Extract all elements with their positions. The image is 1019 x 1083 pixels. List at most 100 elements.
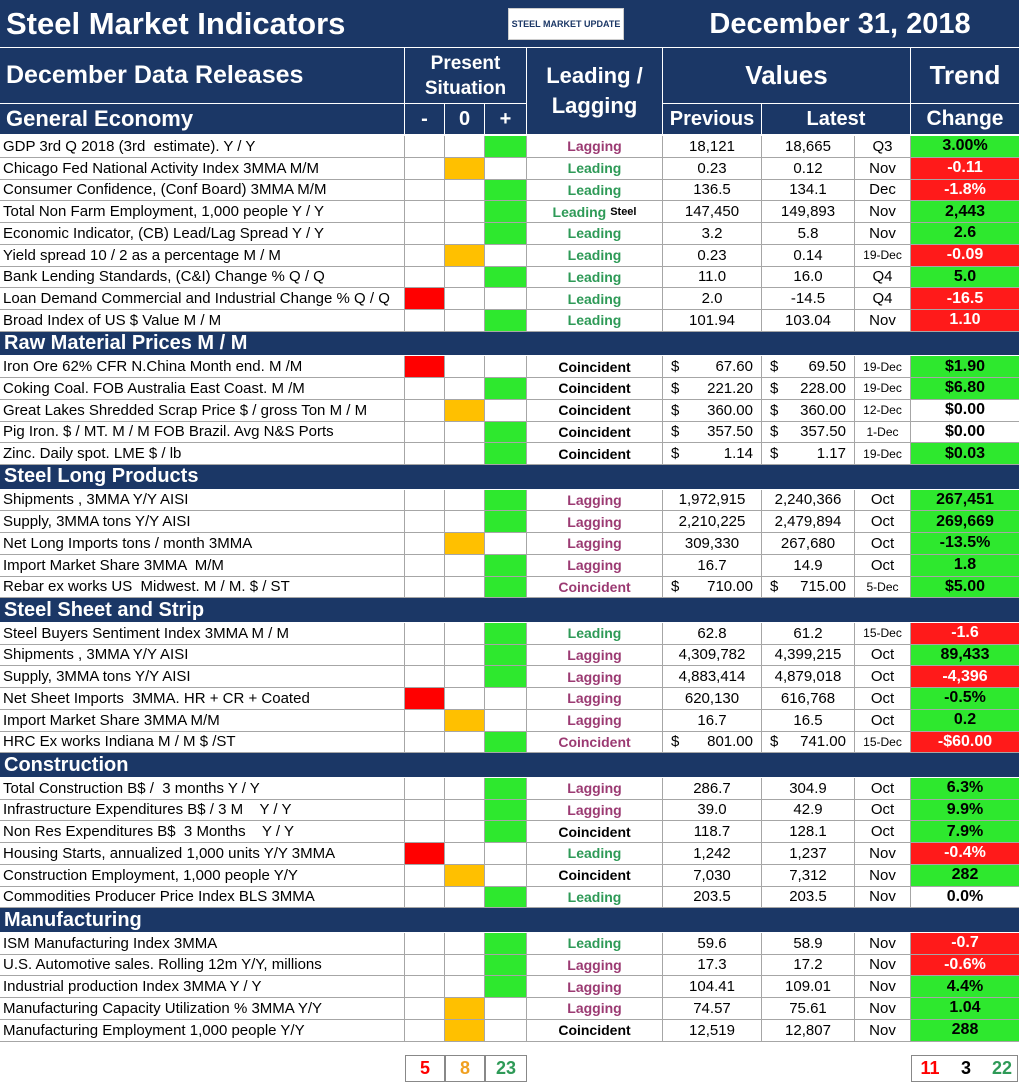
trend-count-box: 11 3 22 [911, 1055, 1018, 1082]
value-latest: 12,807 [762, 1019, 855, 1042]
situation-cell [405, 244, 445, 267]
previous-value: 203.5 [693, 888, 731, 906]
previous-value: 2,210,225 [678, 513, 746, 531]
situation-indicator [485, 443, 527, 465]
value-previous: 18,121 [663, 136, 762, 158]
previous-value: 101.94 [689, 311, 735, 329]
situation-cell [405, 399, 445, 422]
value-latest: 18,665 [762, 136, 855, 158]
latest-value: 134.1 [789, 181, 827, 199]
value-previous: 59.6 [663, 932, 762, 955]
currency-symbol: $ [671, 379, 680, 397]
currency-symbol: $ [671, 733, 680, 751]
section-title: Raw Material Prices M / M [0, 331, 1019, 357]
header-latest: Latest [762, 104, 911, 135]
indicator-name: Manufacturing Employment 1,000 people Y/… [0, 1019, 405, 1042]
type-label: Lagging [567, 780, 622, 797]
previous-value: 801.00 [707, 733, 753, 751]
period: Nov [855, 886, 911, 909]
indicator-name: Construction Employment, 1,000 people Y/… [0, 864, 405, 887]
value-previous: 11.0 [663, 266, 762, 289]
latest-value: 1.17 [816, 445, 846, 463]
section-title: Construction [0, 753, 1019, 778]
period: Oct [855, 821, 911, 843]
change-value: -4,396 [911, 666, 1019, 688]
value-latest: 203.5 [762, 886, 855, 909]
indicator-name: Import Market Share 3MMA M/M [0, 709, 405, 732]
value-latest: 149,893 [762, 201, 855, 223]
type-label: Leading [567, 845, 622, 862]
latest-value: 61.2 [793, 624, 823, 642]
previous-value: 4,309,782 [678, 646, 746, 664]
indicator-name: Housing Starts, annualized 1,000 units Y… [0, 843, 405, 865]
situation-indicator [485, 886, 527, 909]
situation-cell [445, 443, 485, 465]
value-previous: 2,210,225 [663, 511, 762, 533]
header-values: Values [663, 48, 911, 104]
indicator-type: Leading [527, 288, 663, 310]
period: Nov [855, 932, 911, 955]
change-value: 267,451 [911, 489, 1019, 512]
latest-value: 228.00 [800, 379, 846, 397]
type-label: Coincident [558, 380, 631, 397]
previous-value: 360.00 [707, 401, 753, 419]
situation-cell [485, 843, 527, 865]
situation-cell [405, 136, 445, 158]
indicator-name: Shipments , 3MMA Y/Y AISI [0, 644, 405, 667]
situation-cell [445, 954, 485, 977]
period: Oct [855, 511, 911, 533]
value-previous: 4,309,782 [663, 644, 762, 667]
situation-indicator [485, 821, 527, 843]
value-latest: 109.01 [762, 976, 855, 998]
type-label: Coincident [558, 1022, 631, 1039]
indicator-name: U.S. Automotive sales. Rolling 12m Y/Y, … [0, 954, 405, 977]
indicator-type: Coincident [527, 576, 663, 599]
situation-indicator [405, 356, 445, 378]
situation-cell [445, 644, 485, 667]
indicator-type: Leading [527, 223, 663, 245]
period: Oct [855, 777, 911, 800]
change-value: 4.4% [911, 976, 1019, 998]
latest-value: 360.00 [800, 401, 846, 419]
situation-cell [445, 976, 485, 998]
change-value: -13.5% [911, 533, 1019, 555]
value-previous: 7,030 [663, 864, 762, 887]
situation-cell [445, 136, 485, 158]
period: 1-Dec [855, 421, 911, 444]
value-latest: $357.50 [762, 421, 855, 444]
header-leading-lagging: Leading / Lagging [527, 48, 663, 135]
situation-cell [405, 310, 445, 332]
value-latest: 128.1 [762, 821, 855, 843]
situation-cell [405, 421, 445, 444]
header-situation-column: 0 [445, 104, 485, 135]
situation-indicator [485, 489, 527, 512]
situation-cell [405, 179, 445, 202]
trend-count: 3 [960, 1058, 971, 1078]
previous-value: 39.0 [697, 801, 727, 819]
period: Nov [855, 201, 911, 223]
value-latest: 17.2 [762, 954, 855, 977]
change-value: 7.9% [911, 821, 1019, 843]
value-latest: 1,237 [762, 843, 855, 865]
indicator-type: Lagging [527, 554, 663, 577]
indicator-name: GDP 3rd Q 2018 (3rd estimate). Y / Y [0, 136, 405, 158]
indicator-type: Coincident [527, 356, 663, 378]
change-value: -1.8% [911, 179, 1019, 202]
type-label: Coincident [558, 823, 631, 840]
value-latest: 0.12 [762, 157, 855, 180]
indicator-type: Lagging [527, 489, 663, 512]
logo: STEEL MARKET UPDATE [508, 8, 624, 40]
value-previous: 62.8 [663, 622, 762, 645]
type-label: Leading [567, 625, 622, 642]
situation-count: 8 [445, 1055, 485, 1082]
header-situation-column: - [405, 104, 445, 135]
indicator-type: Coincident [527, 443, 663, 465]
latest-value: 16.5 [793, 711, 823, 729]
value-latest: 5.8 [762, 223, 855, 245]
latest-value: 16.0 [793, 268, 823, 286]
situation-cell [405, 777, 445, 800]
latest-value: 128.1 [789, 823, 827, 841]
change-value: -1.6 [911, 622, 1019, 645]
type-label: Lagging [567, 513, 622, 530]
situation-cell [445, 179, 485, 202]
